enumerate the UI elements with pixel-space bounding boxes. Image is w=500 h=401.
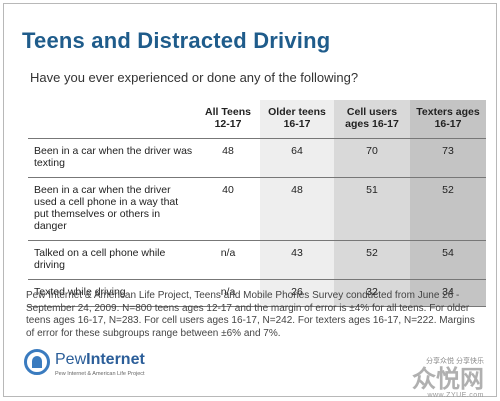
cell-value: 64	[260, 138, 334, 178]
cell-value: 34	[410, 279, 486, 307]
cell-value: 26	[260, 279, 334, 307]
cell-value: 48	[222, 145, 234, 157]
header-cell-blank	[28, 100, 196, 139]
logo-name: PewInternet	[55, 351, 145, 369]
page-title: Teens and Distracted Driving	[22, 28, 331, 53]
cell-value: 54	[410, 240, 486, 280]
row-label: Been in a car when the driver used a cel…	[34, 184, 179, 232]
header-row: All Teens 12-17 Older teens 16-17 Cell u…	[28, 100, 486, 139]
cell-value: 52	[410, 177, 486, 241]
cell-value: 70	[334, 138, 410, 178]
cell-value: 40	[222, 184, 234, 196]
header-cell-texters: Texters ages 16-17	[410, 100, 486, 139]
header-cell-cell-users: Cell users ages 16-17	[334, 100, 410, 139]
watermark: 分享众悦 分享快乐 众悦网 www.ZYUE.com	[392, 356, 484, 400]
cell-value: 51	[334, 177, 410, 241]
table-row: Been in a car when the driver used a cel…	[28, 177, 486, 241]
table-row: Been in a car when the driver was textin…	[28, 138, 486, 178]
row-label: Texted while driving	[34, 286, 126, 298]
cell-value: 32	[334, 279, 410, 307]
table-row: Texted while driving n/a 26 32 34	[28, 279, 486, 307]
figure-frame: Teens and Distracted Driving Have you ev…	[3, 3, 497, 400]
watermark-logo-text: 众悦网	[412, 364, 484, 393]
cell-value: 52	[334, 240, 410, 280]
header-cell-all-teens: All Teens 12-17	[205, 106, 251, 130]
cell-value: n/a	[220, 286, 236, 298]
pew-internet-logo: PewInternet Pew Internet & American Life…	[24, 347, 164, 381]
logo-subtitle: Pew Internet & American Life Project	[55, 371, 145, 377]
header-cell-older-teens: Older teens 16-17	[260, 100, 334, 139]
cell-value: n/a	[220, 247, 236, 259]
watermark-url: www.ZYUE.com	[427, 392, 484, 399]
source-footnote: Pew Internet & American Life Project, Te…	[26, 290, 475, 339]
cell-value: 73	[410, 138, 486, 178]
data-table: All Teens 12-17 Older teens 16-17 Cell u…	[28, 100, 486, 307]
row-label: Talked on a cell phone while driving	[34, 247, 166, 271]
table-row: Talked on a cell phone while driving n/a…	[28, 240, 486, 280]
question-text: Have you ever experienced or done any of…	[30, 70, 359, 85]
pew-logo-icon	[24, 349, 50, 375]
watermark-tagline: 分享众悦 分享快乐	[426, 358, 484, 365]
logo-name-bold: Internet	[86, 351, 145, 368]
cell-value: 43	[260, 240, 334, 280]
row-label: Been in a car when the driver was textin…	[34, 145, 193, 169]
logo-name-light: Pew	[55, 351, 87, 368]
cell-value: 48	[260, 177, 334, 241]
